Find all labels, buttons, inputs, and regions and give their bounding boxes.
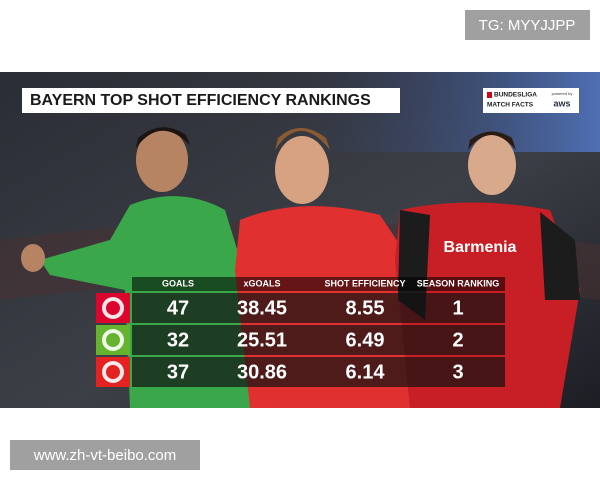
- team-logo-inner: [106, 333, 120, 347]
- column-header: SEASON RANKING: [417, 278, 500, 288]
- table-row: [132, 293, 505, 323]
- cell-value: 32: [167, 329, 189, 351]
- cell-value: 38.45: [237, 297, 287, 319]
- aws-logo: aws: [553, 98, 570, 108]
- watermark: www.zh-vt-beibo.com: [33, 447, 177, 464]
- column-header: SHOT EFFICIENCY: [324, 278, 405, 288]
- watermark: TG: MYYJJPP: [479, 17, 576, 34]
- title-box: [22, 88, 400, 113]
- header-row: [132, 277, 505, 291]
- table-row: [132, 357, 505, 387]
- cell-value: 25.51: [237, 329, 287, 351]
- cell-value: 6.49: [346, 329, 385, 351]
- cell-value: 1: [452, 297, 463, 319]
- team-logo-inner: [106, 365, 120, 379]
- stats-table: GOALS xGOALS SHOT EFFICIENCY SEASON RANKING…: [96, 277, 505, 387]
- cell-value: 6.14: [346, 361, 386, 383]
- cell-value: 8.55: [346, 297, 385, 319]
- logo-icon: [487, 92, 492, 98]
- jersey-text: Barmenia: [444, 239, 517, 256]
- logo-line: MATCH FACTS: [487, 102, 534, 109]
- graphic: Barmenia BAYERN TOP SHOT EFFICIENCY RANK…: [0, 72, 600, 408]
- table-row: [132, 325, 505, 355]
- watermark-box: [10, 440, 200, 470]
- cell-value: 2: [452, 329, 463, 351]
- column-header: GOALS: [162, 278, 194, 288]
- cell-value: 37: [167, 361, 189, 383]
- cell-value: 3: [452, 361, 463, 383]
- logo-line: BUNDESLIGA: [494, 92, 537, 99]
- cell-value: 30.86: [237, 361, 287, 383]
- title: BAYERN TOP SHOT EFFICIENCY RANKINGS: [30, 92, 371, 109]
- powered-by: powered by: [552, 91, 573, 96]
- watermark-box: [465, 10, 590, 40]
- logo-box: [483, 88, 579, 113]
- cell-value: 47: [167, 297, 189, 319]
- team-logo-inner: [106, 301, 120, 315]
- column-header: xGOALS: [243, 278, 280, 288]
